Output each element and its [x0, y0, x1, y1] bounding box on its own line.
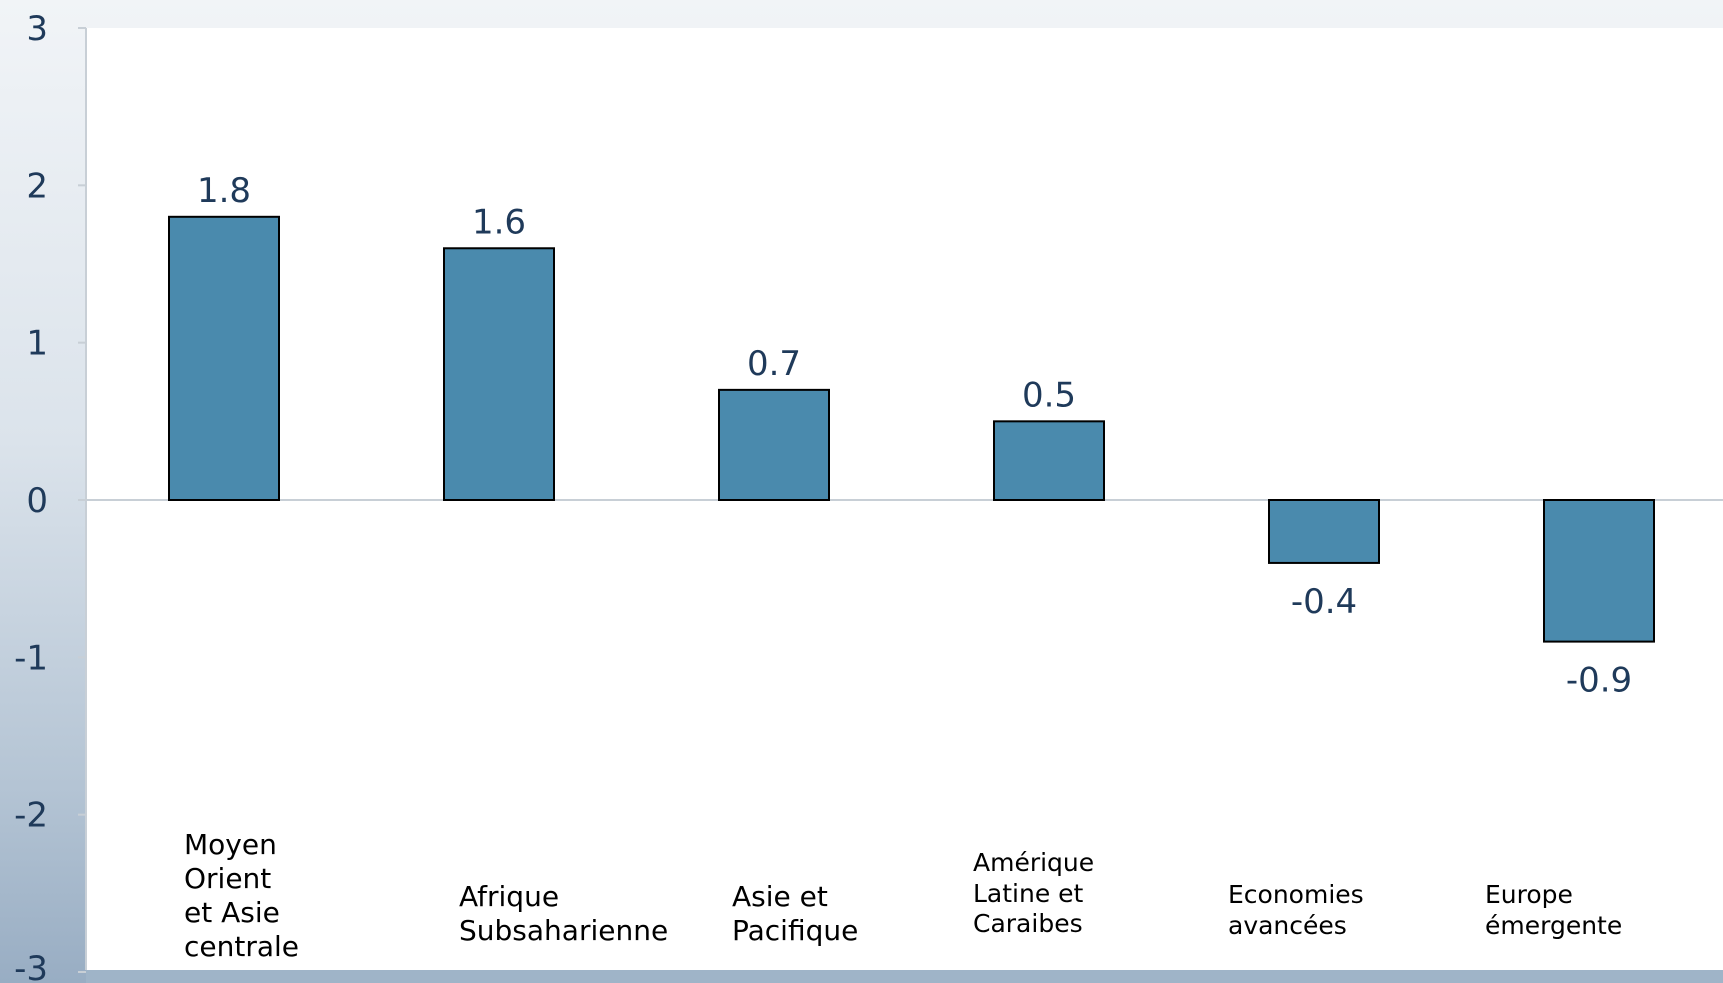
y-tick-label: -2	[14, 796, 48, 836]
y-tick-label: -1	[14, 638, 48, 678]
bar	[1268, 499, 1380, 564]
bottom-band	[86, 970, 1723, 983]
y-tick-label: 3	[26, 9, 48, 49]
category-label: Amérique Latine et Caraibes	[973, 848, 1095, 938]
bar	[993, 420, 1105, 502]
category-label: Afrique Subsaharienne	[459, 880, 669, 948]
bars-group	[168, 215, 1655, 643]
bar	[168, 215, 280, 502]
y-tick-label: 1	[26, 324, 48, 364]
value-label: -0.9	[1566, 661, 1632, 701]
category-label: Moyen Orient et Asie centrale	[184, 828, 300, 964]
y-tick-label: -3	[14, 949, 48, 983]
category-label: Economies avancées	[1228, 880, 1364, 940]
category-label: Europe émergente	[1485, 880, 1623, 940]
value-label: 1.6	[472, 202, 526, 242]
y-tick-label: 0	[26, 481, 48, 521]
bar	[443, 247, 555, 501]
value-label: 0.5	[1022, 375, 1076, 415]
value-label: 0.7	[747, 344, 801, 384]
category-label: Asie et Pacifique	[732, 880, 859, 948]
y-tick-label: 2	[26, 166, 48, 206]
bar	[718, 388, 830, 501]
bar	[1543, 499, 1655, 643]
value-label: -0.4	[1291, 582, 1357, 622]
value-label: 1.8	[197, 171, 251, 211]
y-axis-ticks: 3 2 1 0 -1 -2 -3	[14, 9, 86, 983]
value-labels-group: 1.8 1.6 0.7 0.5 -0.4 -0.9	[197, 171, 1632, 701]
